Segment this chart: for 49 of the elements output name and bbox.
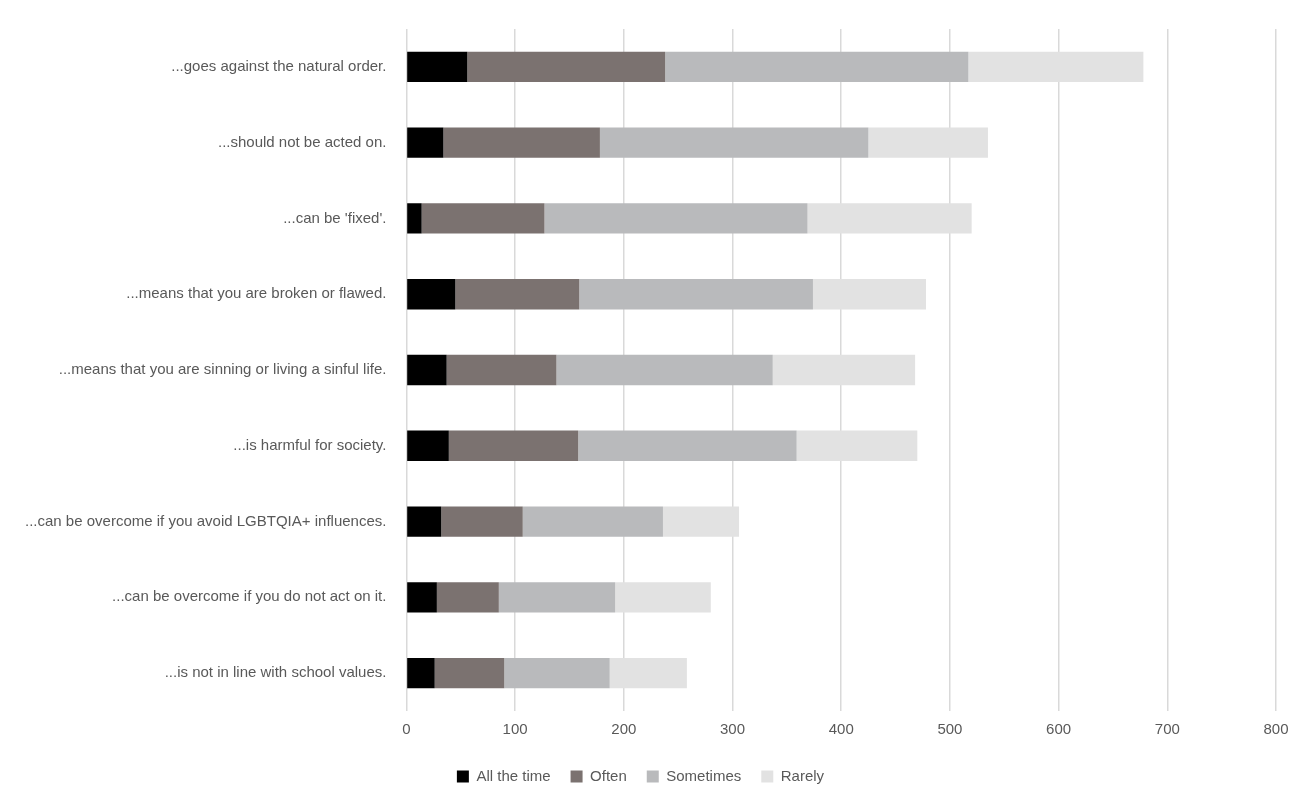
- y-tick-label: ...can be overcome if you do not act on it.: [112, 587, 387, 605]
- bar: [443, 127, 600, 158]
- bar: [448, 430, 579, 461]
- x-tick-label: 300: [720, 720, 746, 738]
- x-tick-label: 400: [828, 720, 854, 738]
- bar: [407, 127, 444, 158]
- y-tick-label: ...means that you are sinning or living a sinful life.: [58, 360, 387, 378]
- bar: [407, 203, 422, 234]
- x-tick-label: 0: [402, 720, 411, 738]
- x-tick-label: 500: [937, 720, 963, 738]
- y-tick-label: ...can be 'fixed'.: [283, 208, 387, 226]
- y-tick-label: ...is harmful for society.: [233, 435, 387, 453]
- bar: [455, 279, 580, 310]
- bar: [579, 279, 813, 310]
- x-tick-label: 700: [1154, 720, 1180, 738]
- x-tick-label: 800: [1263, 720, 1289, 738]
- bar: [498, 582, 616, 613]
- y-tick-label: ...can be overcome if you avoid LGBTQIA+ influences.: [25, 511, 387, 529]
- legend-label: Often: [590, 766, 627, 784]
- y-tick-label: ...is not in line with school values.: [164, 663, 387, 681]
- bar: [407, 506, 442, 537]
- bar: [599, 127, 869, 158]
- y-tick-label: ...should not be acted on.: [217, 132, 387, 150]
- legend-label: Rarely: [780, 766, 825, 784]
- bar: [434, 657, 505, 689]
- legend-label: Sometimes: [666, 766, 742, 784]
- y-tick-label: ...goes against the natural order.: [171, 57, 387, 75]
- bar: [407, 582, 437, 613]
- bar: [407, 657, 435, 689]
- bar: [441, 506, 523, 537]
- bar: [578, 430, 797, 461]
- legend-label: All the time: [476, 766, 551, 784]
- bar: [665, 51, 969, 83]
- bar: [556, 354, 773, 386]
- bar: [522, 506, 663, 537]
- bar: [407, 430, 449, 461]
- bar: [407, 279, 456, 310]
- bar: [421, 203, 545, 234]
- bar: [446, 354, 557, 386]
- bar: [436, 582, 499, 613]
- x-tick-label: 200: [611, 720, 637, 738]
- bar: [504, 657, 610, 689]
- bar: [407, 354, 447, 386]
- bar: [544, 203, 808, 234]
- y-tick-label: ...means that you are broken or flawed.: [126, 284, 387, 302]
- bar: [407, 51, 468, 83]
- bar: [467, 51, 666, 83]
- x-tick-label: 100: [502, 720, 528, 738]
- x-tick-label: 600: [1046, 720, 1072, 738]
